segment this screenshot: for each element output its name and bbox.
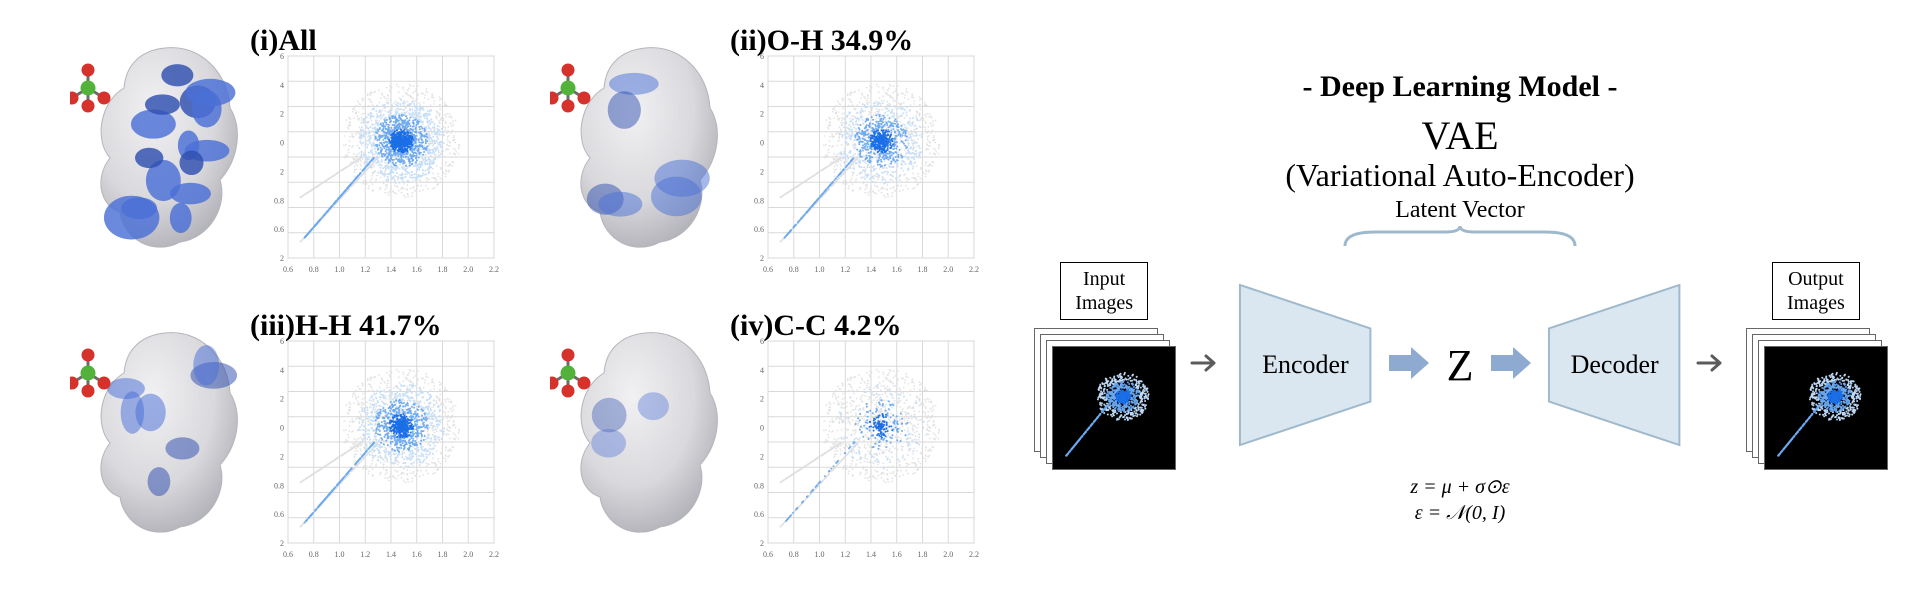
panel-i: (i)All 0.60.81.01.21.41.61.82.02.2642020… (70, 30, 510, 285)
fingerprint-plot: 0.6 0.8 1.0 1.2 1.4 1.6 1.8 2.0 2.2 6 4 2 0 2 0.8 0.6 2 (260, 50, 500, 280)
svg-text:0.8: 0.8 (309, 265, 319, 274)
svg-text:1.4: 1.4 (386, 265, 396, 274)
svg-text:4: 4 (760, 81, 764, 90)
panel-iv: (iv)C-C 4.2% 0.60.81.01.21.41.61.82.02.2… (550, 315, 990, 570)
svg-text:0.6: 0.6 (283, 265, 293, 274)
svg-text:1.2: 1.2 (360, 265, 370, 274)
svg-text:2.2: 2.2 (969, 265, 979, 274)
svg-text:1.8: 1.8 (918, 265, 928, 274)
hirshfeld-surface (550, 315, 730, 545)
svg-text:2: 2 (760, 167, 764, 176)
svg-text:1.4: 1.4 (866, 265, 876, 274)
panel-ii: (ii)O-H 34.9% 0.60.81.01.21.41.61.82.02.… (550, 30, 990, 285)
panel-iii: (iii)H-H 41.7% 0.60.81.01.21.41.61.82.02… (70, 315, 510, 570)
svg-text:0.6: 0.6 (763, 265, 773, 274)
latent-vector-label: Latent Vector (1395, 197, 1525, 224)
svg-text:1.0: 1.0 (335, 265, 345, 274)
fingerprint-plot: 0.60.81.01.21.41.61.82.02.2642020.80.62 (740, 335, 980, 565)
deep-learning-heading: - Deep Learning Model - (1030, 70, 1890, 104)
svg-text:2.0: 2.0 (463, 265, 473, 274)
arrow-right-fat-icon (1387, 343, 1431, 388)
input-image-stack (1034, 328, 1174, 468)
svg-text:0.8: 0.8 (754, 196, 764, 205)
input-images-block: Input Images (1030, 262, 1178, 468)
encoder-block: Encoder (1236, 280, 1374, 450)
vae-subtitle: (Variational Auto-Encoder) (1030, 158, 1890, 193)
vae-diagram: - Deep Learning Model - VAE (Variational… (1030, 70, 1890, 550)
encoder-label: Encoder (1236, 280, 1374, 450)
fingerprint-plot: 0.60.81.01.21.41.61.82.02.2642020.80.62 (260, 335, 500, 565)
latent-z: Z (1443, 340, 1478, 391)
fingerprint-plot: 0.6 0.8 1.0 1.2 1.4 1.6 1.8 2.0 2.2 6 4 2 0 2 0.8 0.6 2 (740, 50, 980, 280)
svg-text:2: 2 (280, 254, 284, 263)
svg-text:2.0: 2.0 (943, 265, 953, 274)
svg-text:0: 0 (280, 139, 284, 148)
output-images-block: Output Images (1742, 262, 1890, 468)
arrow-right-icon (1190, 351, 1224, 380)
hirshfeld-surface (70, 315, 250, 545)
svg-text:2: 2 (280, 167, 284, 176)
brace-icon (1335, 224, 1585, 250)
output-images-label: Output Images (1772, 262, 1860, 320)
svg-text:0.8: 0.8 (274, 196, 284, 205)
svg-text:1.6: 1.6 (892, 265, 902, 274)
svg-text:0: 0 (760, 139, 764, 148)
svg-text:0.6: 0.6 (754, 225, 764, 234)
hirshfeld-panel-grid: (i)All 0.60.81.01.21.41.61.82.02.2642020… (70, 30, 990, 570)
svg-text:6: 6 (760, 52, 764, 61)
arrow-right-icon (1696, 351, 1730, 380)
fingerprint-thumbnail (1764, 346, 1888, 470)
svg-text:0.8: 0.8 (789, 265, 799, 274)
svg-text:2: 2 (760, 110, 764, 119)
svg-text:2: 2 (280, 110, 284, 119)
input-images-label: Input Images (1060, 262, 1148, 320)
decoder-label: Decoder (1545, 280, 1683, 450)
fingerprint-thumbnail (1052, 346, 1176, 470)
svg-text:0.6: 0.6 (274, 225, 284, 234)
svg-text:2: 2 (760, 254, 764, 263)
output-image-stack (1746, 328, 1886, 468)
hirshfeld-surface (70, 30, 250, 260)
hirshfeld-surface (550, 30, 730, 260)
vae-formula: z = μ + σ⊙ε ε = 𝒩(0, I) (1030, 474, 1890, 526)
arrow-right-fat-icon (1489, 343, 1533, 388)
svg-text:6: 6 (280, 52, 284, 61)
vae-title: VAE (1030, 114, 1890, 158)
svg-text:4: 4 (280, 81, 284, 90)
decoder-block: Decoder (1545, 280, 1683, 450)
svg-text:1.6: 1.6 (412, 265, 422, 274)
svg-text:1.0: 1.0 (815, 265, 825, 274)
svg-text:1.2: 1.2 (840, 265, 850, 274)
svg-text:2.2: 2.2 (489, 265, 499, 274)
svg-text:1.8: 1.8 (438, 265, 448, 274)
